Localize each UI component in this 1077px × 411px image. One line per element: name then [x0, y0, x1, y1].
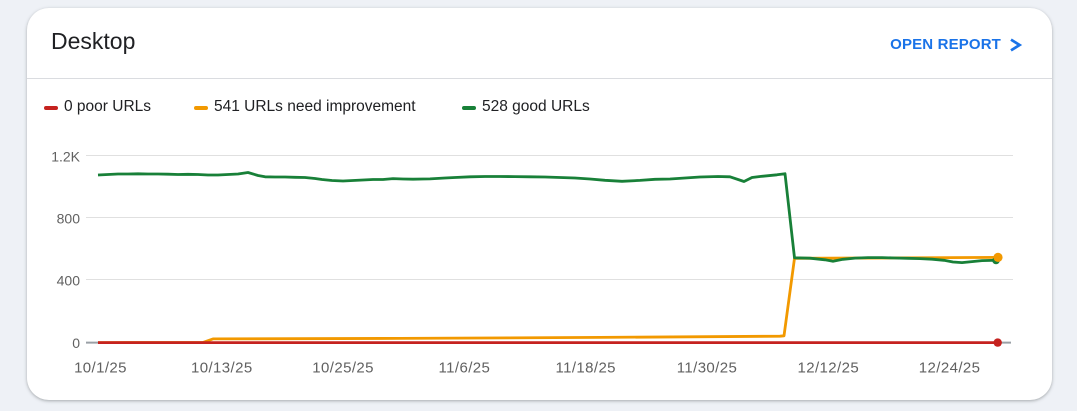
svg-text:10/1/25: 10/1/25: [74, 360, 127, 377]
svg-text:11/18/25: 11/18/25: [555, 360, 615, 377]
svg-text:10/13/25: 10/13/25: [191, 360, 253, 377]
svg-text:12/24/25: 12/24/25: [919, 360, 981, 377]
svg-text:800: 800: [57, 211, 81, 227]
svg-text:11/30/25: 11/30/25: [677, 360, 737, 377]
svg-text:10/25/25: 10/25/25: [312, 360, 374, 377]
svg-text:1.2K: 1.2K: [51, 149, 80, 165]
svg-text:11/6/25: 11/6/25: [439, 360, 491, 377]
svg-text:12/12/25: 12/12/25: [798, 360, 860, 377]
svg-text:0: 0: [72, 335, 80, 351]
svg-text:400: 400: [57, 273, 81, 289]
